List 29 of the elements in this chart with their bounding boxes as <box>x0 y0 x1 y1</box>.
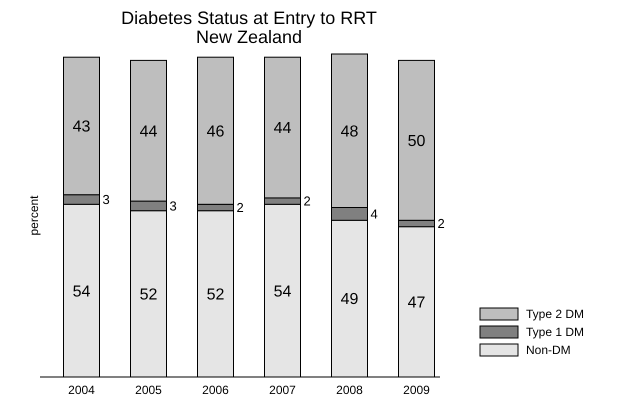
x-tick-label: 2007 <box>269 383 296 397</box>
data-label: 44 <box>274 120 292 138</box>
data-label: 43 <box>72 118 90 136</box>
data-label: 2 <box>304 194 311 209</box>
data-label: 52 <box>140 286 158 304</box>
data-label: 54 <box>72 283 90 300</box>
legend-label: Type 1 DM <box>526 325 584 339</box>
data-label: 54 <box>274 283 292 300</box>
x-tick-label: 2005 <box>135 383 162 397</box>
data-label: 46 <box>206 123 224 140</box>
data-label: 50 <box>408 132 426 150</box>
data-label: 52 <box>206 286 224 304</box>
chart-title: Diabetes Status at Entry to RRT New Zealand <box>121 8 377 47</box>
data-label: 4 <box>370 206 378 222</box>
x-tick-label: 2006 <box>202 383 230 397</box>
data-label: 3 <box>102 192 110 208</box>
data-label: 48 <box>340 123 358 140</box>
data-label: 2 <box>236 200 244 216</box>
x-tick-label: 2004 <box>68 383 96 397</box>
data-label: 2 <box>438 216 445 232</box>
data-label: 44 <box>140 123 158 140</box>
data-label: 47 <box>408 294 426 312</box>
x-tick-label: 2008 <box>336 383 364 397</box>
legend-label: Type 2 DM <box>526 307 584 321</box>
data-label: 3 <box>170 198 177 214</box>
y-axis-title: percent <box>27 194 41 236</box>
legend-label: Non-DM <box>526 343 571 357</box>
data-label: 49 <box>340 291 358 308</box>
x-tick-label: 2009 <box>403 383 430 397</box>
